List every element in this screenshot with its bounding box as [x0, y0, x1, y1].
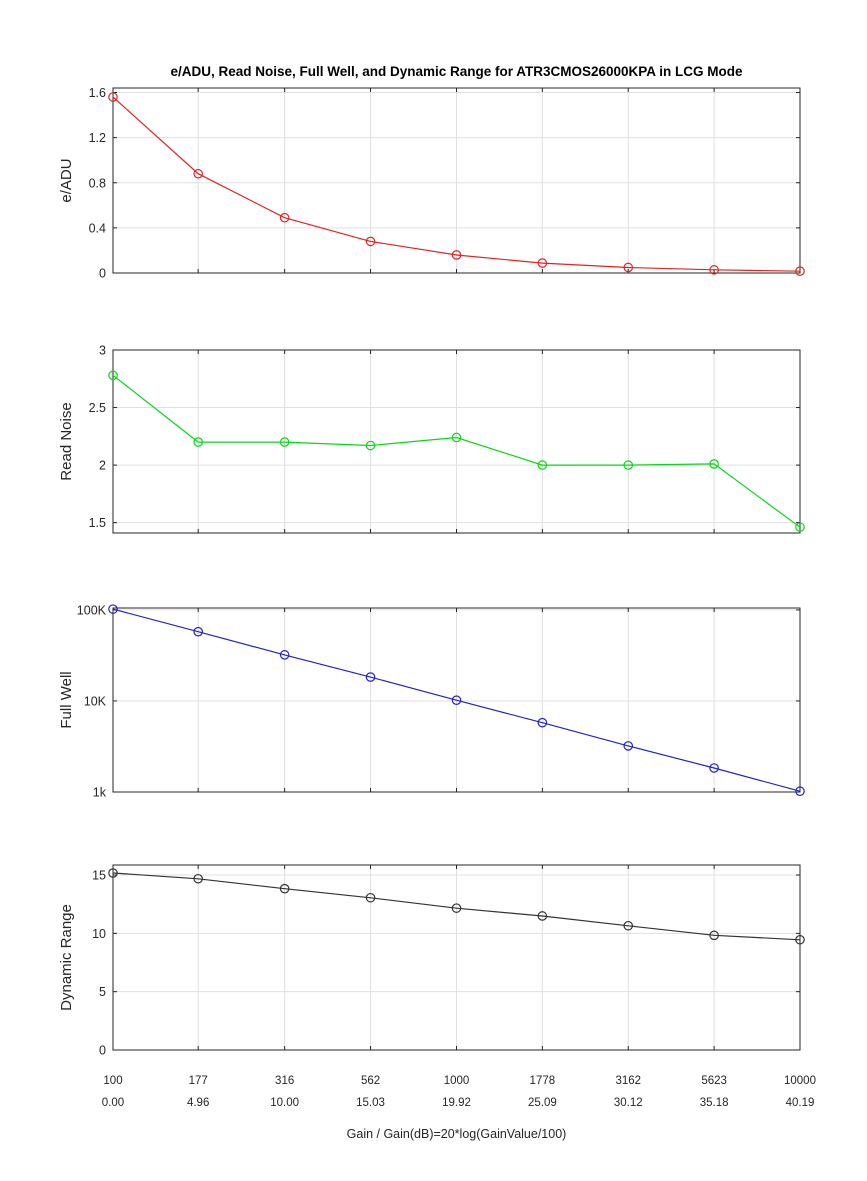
gridlines [113, 350, 800, 533]
figure-title: e/ADU, Read Noise, Full Well, and Dynami… [170, 64, 743, 79]
data-point-marker [537, 911, 548, 921]
x-tick-labels: 100 177 316 562 1000 1778 3162 5623 10000 0.00 4.9… [102, 1075, 816, 1109]
y-axis-title: Dynamic Range [58, 904, 75, 1011]
data-point-marker [365, 672, 376, 682]
x-tick-label-gain: 3162 [615, 1075, 641, 1087]
data-point-marker [795, 522, 805, 533]
data-point-marker [279, 437, 290, 447]
data-point-marker [795, 786, 805, 797]
data-point-marker [108, 604, 118, 614]
data-point-marker [365, 892, 376, 903]
x-tick-label-db: 4.96 [187, 1097, 209, 1109]
y-tick-label: 10K [84, 694, 107, 708]
y-tick-label: 0 [99, 1044, 106, 1058]
data-point-marker [451, 432, 462, 443]
gridlines [113, 865, 800, 1050]
x-tick-label-db: 15.03 [356, 1097, 385, 1109]
x-tick-label-gain: 1778 [530, 1075, 556, 1087]
y-tick-label: 1.5 [89, 516, 106, 530]
subplot-read-noise: 1.5 2 2.5 3 Read Noise [58, 344, 805, 534]
x-tick-label-db: 40.19 [786, 1097, 815, 1109]
data-line [112, 96, 801, 272]
data-point-marker [623, 460, 634, 470]
x-tick-label-db: 30.12 [614, 1097, 643, 1109]
subplot-dynamic-range: 0 5 10 15 Dynamic Range [58, 864, 805, 1058]
x-tick-label-db: 0.00 [102, 1097, 124, 1109]
y-tick-label: 100K [77, 603, 107, 617]
x-tick-label-db: 19.92 [442, 1097, 471, 1109]
data-point-marker [193, 437, 203, 447]
data-point-marker [279, 650, 290, 660]
y-tick-label: 0 [99, 267, 106, 281]
data-point-marker [537, 717, 548, 728]
y-tick-label: 3 [99, 344, 106, 358]
data-point-marker [365, 236, 376, 247]
data-line [112, 374, 801, 528]
x-tick-label-gain: 316 [275, 1075, 294, 1087]
data-point-marker [279, 883, 290, 894]
data-point-marker [709, 265, 719, 275]
y-tick-label: 0.4 [89, 221, 106, 235]
data-line [112, 608, 801, 792]
y-tick-label: 2.5 [89, 401, 106, 415]
x-tick-label-gain: 562 [361, 1075, 380, 1087]
subplot-full-well: 1k 10K 100K Full Well [58, 603, 805, 800]
y-axis-title: Read Noise [58, 402, 75, 480]
x-tick-label-gain: 1000 [444, 1075, 470, 1087]
data-point-marker [709, 930, 719, 941]
data-point-marker [709, 459, 719, 469]
data-point-marker [623, 741, 634, 751]
y-tick-label: 0.8 [89, 176, 106, 190]
y-axis-title: e/ADU [58, 158, 75, 202]
x-tick-label-db: 10.00 [270, 1097, 299, 1109]
x-tick-label-db: 35.18 [700, 1097, 729, 1109]
y-tick-label: 1k [93, 786, 107, 800]
data-point-marker [623, 262, 634, 273]
x-tick-label-gain: 100 [103, 1075, 122, 1087]
data-point-marker [279, 212, 290, 223]
data-point-marker [193, 168, 203, 179]
data-point-marker [623, 920, 634, 931]
axis-ticks [112, 865, 801, 1051]
x-tick-label-gain: 10000 [784, 1075, 816, 1087]
data-point-marker [108, 370, 118, 381]
y-tick-label: 1.6 [89, 86, 106, 100]
data-point-marker [365, 440, 376, 451]
x-tick-label-gain: 5623 [701, 1075, 727, 1087]
y-tick-label: 5 [99, 985, 106, 999]
data-point-marker [193, 626, 203, 637]
y-axis-title: Full Well [58, 671, 75, 728]
subplot-e-adu: 0 0.4 0.8 1.2 1.6 e/ADU [58, 86, 805, 281]
y-tick-label: 15 [92, 869, 106, 883]
y-tick-label: 10 [92, 927, 106, 941]
data-point-marker [537, 460, 548, 470]
data-point-marker [108, 92, 118, 102]
data-point-marker [451, 250, 462, 260]
x-axis-label: Gain / Gain(dB)=20*log(GainValue/100) [346, 1127, 567, 1141]
axis-ticks [112, 349, 801, 533]
data-point-marker [537, 258, 548, 268]
x-tick-label-db: 25.09 [528, 1097, 557, 1109]
data-point-marker [795, 934, 805, 945]
y-tick-label: 1.2 [89, 131, 106, 145]
data-point-marker [709, 763, 719, 773]
data-point-marker [451, 903, 462, 913]
data-point-marker [108, 868, 118, 878]
y-tick-label: 2 [99, 459, 106, 473]
data-line [112, 872, 801, 941]
x-tick-label-gain: 177 [189, 1075, 208, 1087]
data-point-marker [795, 266, 805, 276]
gridlines [113, 88, 800, 273]
data-point-marker [451, 695, 462, 705]
data-point-marker [193, 873, 203, 884]
